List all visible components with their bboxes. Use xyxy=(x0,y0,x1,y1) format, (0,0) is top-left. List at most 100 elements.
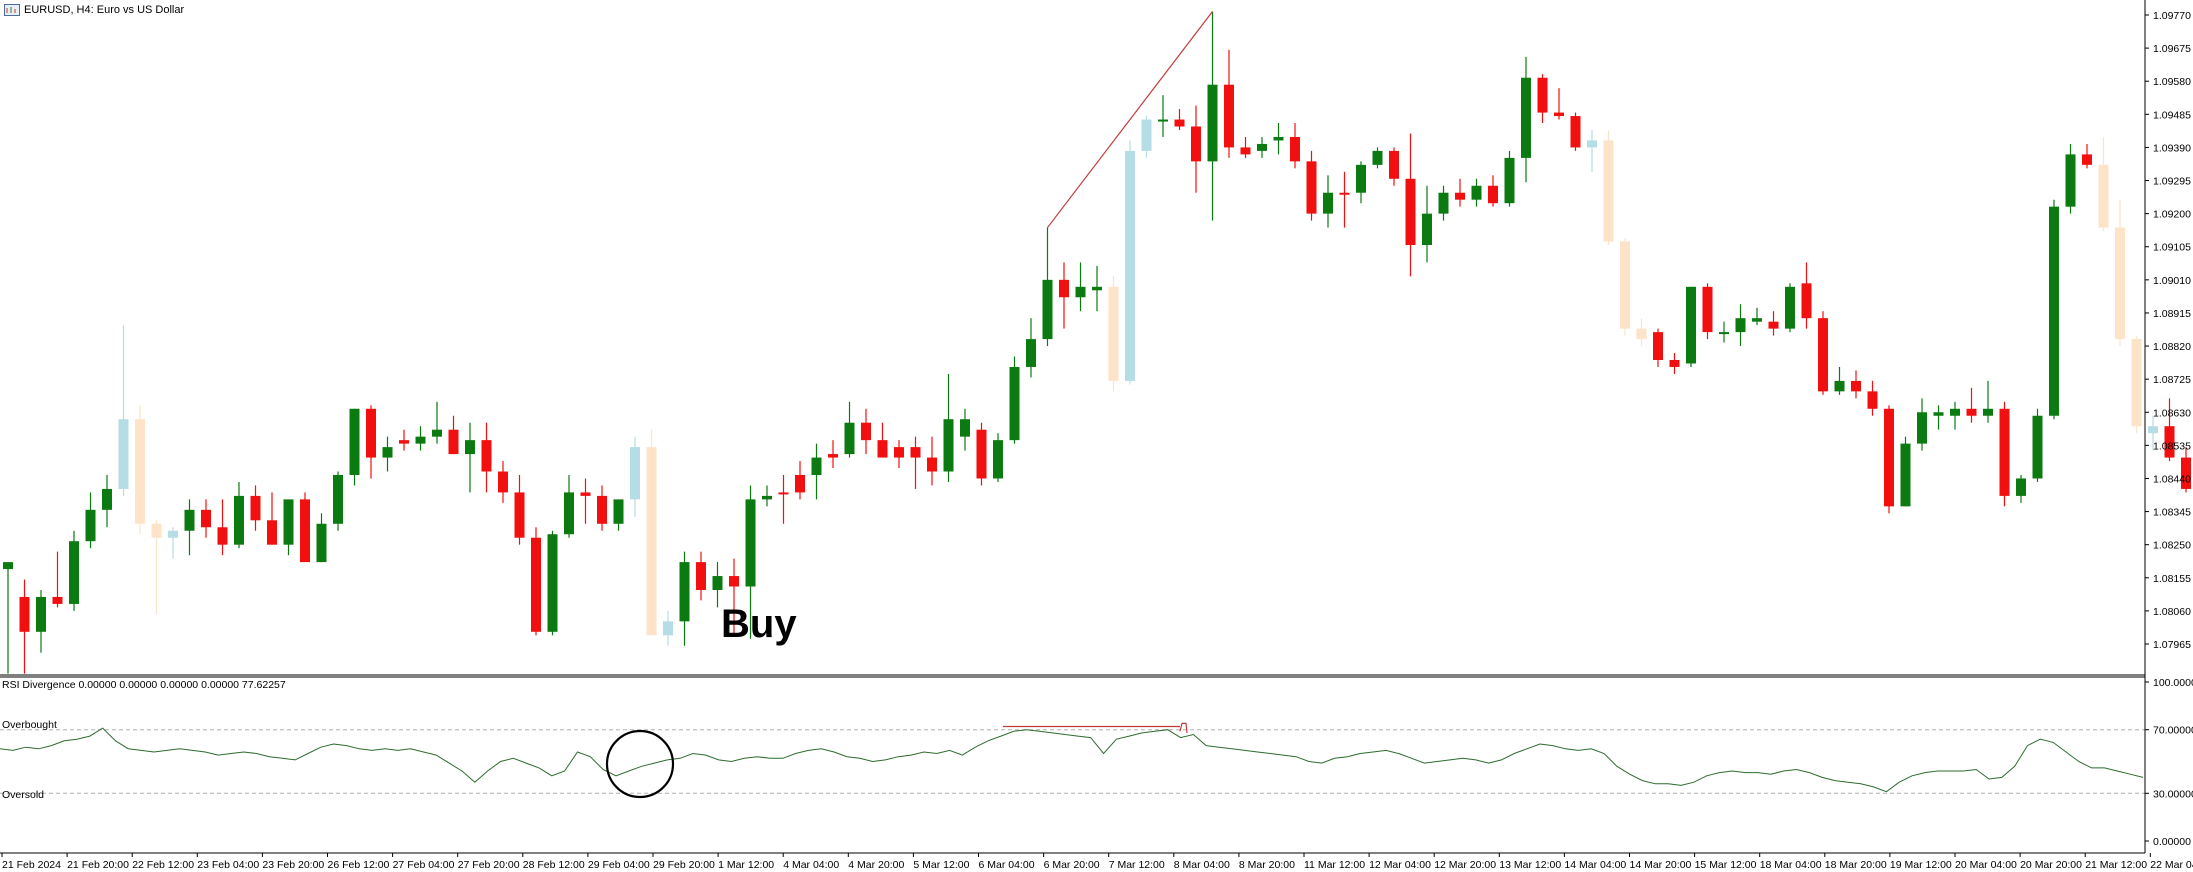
time-tick-label: 4 Mar 20:00 xyxy=(848,859,904,871)
candle xyxy=(795,461,805,500)
candle-body xyxy=(1521,77,1531,158)
candle-body xyxy=(1323,192,1333,214)
candle-body xyxy=(679,562,690,622)
candle-body xyxy=(184,509,195,531)
candle xyxy=(1240,136,1251,158)
candle xyxy=(943,373,954,482)
candle xyxy=(828,440,838,469)
candle xyxy=(696,551,706,601)
candle xyxy=(877,422,888,458)
candle-body xyxy=(250,495,261,521)
candle xyxy=(1158,95,1168,137)
candle-body xyxy=(993,440,1003,479)
candle-body xyxy=(1851,380,1861,392)
buy-annotation: Buy xyxy=(721,602,797,646)
candle xyxy=(1405,133,1416,277)
candle xyxy=(729,558,739,636)
candle-body xyxy=(531,537,541,632)
candle xyxy=(1488,175,1498,207)
candle xyxy=(382,436,393,472)
candle xyxy=(1669,353,1680,374)
candle-body xyxy=(3,562,13,570)
rsi-tick-label: 30.00000 xyxy=(2153,788,2193,800)
candle xyxy=(1026,318,1036,378)
candle xyxy=(1356,161,1366,204)
candle-body xyxy=(283,499,294,545)
candle xyxy=(267,492,277,545)
candle-body xyxy=(1504,157,1515,204)
candle xyxy=(201,499,211,538)
time-tick-label: 1 Mar 12:00 xyxy=(718,859,774,871)
candle xyxy=(1636,318,1647,347)
price-tick-label: 1.09105 xyxy=(2153,242,2191,254)
candle-body xyxy=(151,523,162,538)
candle-body xyxy=(498,471,508,493)
candle xyxy=(1752,307,1762,326)
time-tick-label: 13 Mar 12:00 xyxy=(1499,859,1561,871)
candle-body xyxy=(1801,283,1812,319)
candle-body xyxy=(778,492,789,495)
candle-body xyxy=(382,447,393,458)
divergence-layer xyxy=(1047,11,1213,228)
time-tick-label: 29 Feb 20:00 xyxy=(653,859,715,871)
candle xyxy=(399,429,409,451)
candle-body xyxy=(795,474,805,493)
candle-body xyxy=(1290,136,1300,162)
time-tick-label: 26 Feb 12:00 xyxy=(328,859,390,871)
overbought-label: Overbought xyxy=(2,719,57,731)
candle xyxy=(1108,276,1119,392)
candle xyxy=(1191,105,1201,193)
candle-body xyxy=(1372,150,1383,165)
time-tick-label: 18 Mar 04:00 xyxy=(1760,859,1822,871)
candle-body xyxy=(69,541,79,604)
price-tick-label: 1.09200 xyxy=(2153,209,2191,221)
candle xyxy=(1917,398,1927,451)
candle xyxy=(1224,49,1234,158)
candle-body xyxy=(217,527,228,545)
candle xyxy=(1735,304,1746,347)
candle-body xyxy=(36,596,46,632)
candle xyxy=(415,426,426,451)
candle xyxy=(1983,380,1993,423)
candle xyxy=(1273,123,1284,155)
candle-body xyxy=(432,429,442,437)
candle xyxy=(1372,147,1383,169)
candle xyxy=(1966,387,1977,423)
candle-body xyxy=(745,499,756,587)
candle-body xyxy=(1587,140,1597,148)
candle-body xyxy=(1158,119,1168,122)
time-tick-label: 6 Mar 20:00 xyxy=(1044,859,1100,871)
candle-body xyxy=(1917,412,1927,444)
candle xyxy=(1653,328,1663,367)
candle-body xyxy=(2164,426,2175,458)
price-tick-label: 1.08155 xyxy=(2153,573,2191,585)
candle xyxy=(135,405,145,535)
candle-body xyxy=(399,440,409,444)
time-tick-label: 21 Feb 2024 xyxy=(2,859,61,871)
candle-body xyxy=(2065,154,2076,207)
price-tick-label: 1.08820 xyxy=(2153,341,2191,353)
candle xyxy=(2032,408,2043,482)
candle-body xyxy=(597,495,607,524)
rsi-divergence-marker xyxy=(1179,722,1188,733)
candle xyxy=(960,408,970,451)
candle-body xyxy=(52,596,63,604)
candle xyxy=(1389,147,1399,186)
candle-body xyxy=(696,562,706,590)
candle-body xyxy=(712,576,723,590)
candle xyxy=(564,474,574,538)
candle-body xyxy=(1125,150,1135,381)
candle-body xyxy=(976,429,987,479)
price-tick-label: 1.08345 xyxy=(2153,507,2191,519)
candle-body xyxy=(1669,359,1680,367)
candle xyxy=(217,499,228,556)
candle xyxy=(1933,405,1944,430)
candle-body xyxy=(415,436,426,444)
candle-body xyxy=(1653,332,1663,360)
candle xyxy=(861,408,871,455)
candle-body xyxy=(1768,321,1779,329)
candle-body xyxy=(1009,366,1020,441)
candle xyxy=(844,401,855,458)
candle xyxy=(993,433,1003,482)
